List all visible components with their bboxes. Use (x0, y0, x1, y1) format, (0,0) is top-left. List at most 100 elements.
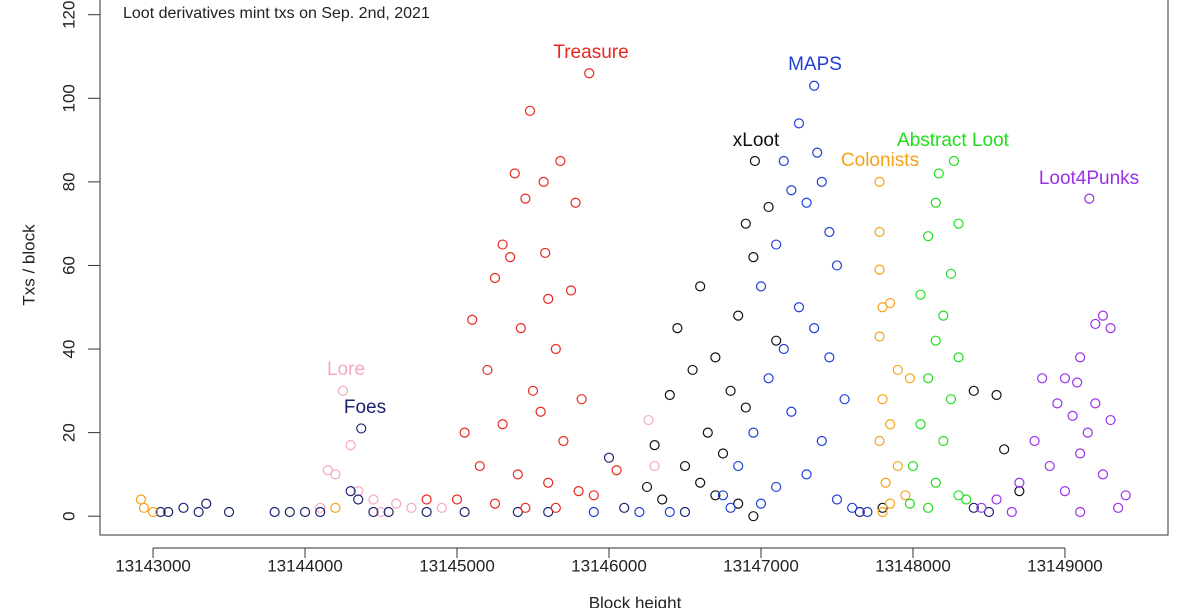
point (588, 490, 599, 501)
point (915, 419, 926, 430)
point (299, 506, 311, 518)
point (687, 364, 698, 376)
y-tick-label: 80 (59, 172, 78, 191)
point (915, 289, 926, 300)
point (793, 118, 805, 129)
point (877, 502, 888, 513)
point (512, 469, 523, 480)
x-tick-label: 13143000 (115, 556, 191, 575)
point (874, 435, 885, 447)
point (619, 502, 630, 513)
point (874, 176, 885, 187)
point (740, 218, 751, 229)
point (505, 251, 516, 263)
point (1052, 398, 1063, 409)
series-label: Abstract Loot (897, 130, 1010, 151)
point (672, 323, 683, 334)
point (543, 477, 554, 488)
point (904, 373, 916, 384)
point (1059, 373, 1071, 384)
plot-frame (99, 0, 1169, 536)
point (147, 506, 159, 518)
point (315, 506, 326, 518)
point (356, 423, 367, 434)
series-label: Colonists (841, 150, 919, 171)
point (930, 197, 941, 208)
point (135, 494, 146, 505)
point (748, 427, 759, 438)
point (930, 477, 941, 488)
point (543, 506, 554, 518)
point (178, 502, 189, 513)
point (945, 394, 957, 405)
point (451, 494, 463, 505)
point (877, 506, 888, 518)
point (520, 193, 531, 204)
series-label: Loot4Punks (1039, 168, 1139, 189)
point (801, 469, 812, 480)
point (558, 435, 569, 447)
point (749, 155, 761, 167)
point (679, 506, 691, 518)
point (968, 385, 979, 396)
point (976, 502, 987, 513)
point (953, 490, 964, 501)
point (664, 506, 675, 518)
point (1075, 448, 1086, 459)
point (1097, 310, 1109, 321)
point (1113, 502, 1124, 513)
point (725, 385, 736, 396)
point (710, 352, 721, 363)
point (1084, 193, 1095, 204)
point (900, 490, 911, 501)
point (983, 506, 995, 518)
point (1072, 377, 1083, 388)
point (771, 481, 782, 493)
point (793, 302, 805, 313)
point (961, 494, 972, 505)
point (337, 385, 349, 396)
y-tick-label: 120 (59, 1, 78, 29)
x-tick-label: 13147000 (723, 556, 799, 575)
point (527, 385, 539, 396)
point (733, 310, 744, 321)
point (885, 498, 896, 509)
point (603, 452, 615, 463)
point (512, 506, 523, 518)
series-label: Treasure (553, 42, 628, 63)
point (862, 506, 873, 518)
point (138, 502, 150, 513)
point (375, 506, 387, 518)
point (702, 427, 713, 438)
point (1105, 323, 1116, 334)
point (570, 197, 581, 208)
point (679, 460, 691, 472)
point (421, 506, 432, 518)
chart-title: Loot derivatives mint txs on Sep. 2nd, 2… (123, 5, 430, 22)
point (778, 343, 789, 355)
point (854, 506, 865, 518)
point (315, 502, 326, 513)
point (459, 506, 470, 518)
point (634, 506, 645, 518)
point (193, 506, 204, 518)
point (497, 419, 508, 430)
point (1120, 490, 1131, 501)
point (611, 465, 622, 476)
point (550, 343, 561, 355)
point (824, 226, 835, 238)
point (588, 506, 599, 518)
point (391, 498, 402, 509)
point (877, 302, 888, 313)
point (874, 264, 885, 275)
point (812, 147, 823, 158)
point (383, 506, 394, 518)
y-tick-label: 100 (59, 84, 78, 112)
point (930, 335, 941, 346)
point (991, 389, 1002, 401)
y-tick-label: 60 (59, 256, 78, 275)
y-tick-label: 0 (59, 511, 78, 520)
point (540, 247, 551, 259)
point (748, 511, 759, 522)
point (345, 440, 356, 451)
